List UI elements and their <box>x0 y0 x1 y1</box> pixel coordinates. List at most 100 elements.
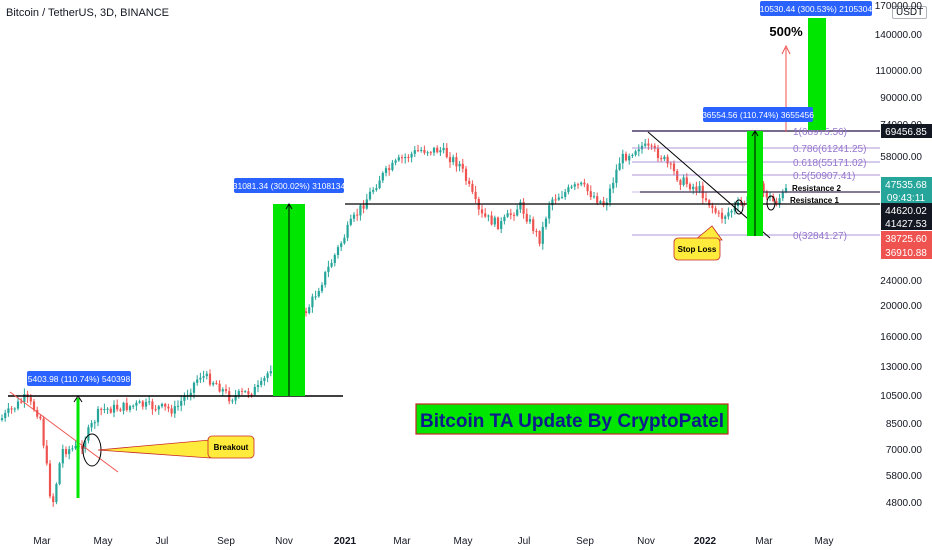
price-label-text: 36910.88 <box>885 248 927 259</box>
candle-body <box>256 384 260 387</box>
candle-body <box>455 157 458 167</box>
measure-rect-2020-arrowhead <box>285 203 293 210</box>
candle-body <box>532 219 535 232</box>
candle-body <box>135 402 138 406</box>
candle-body <box>692 186 695 190</box>
candle-body <box>144 401 148 407</box>
candle-body <box>535 231 538 233</box>
candle-body <box>346 224 349 238</box>
candle-body <box>650 145 653 147</box>
candle-body <box>714 208 717 213</box>
candle-body <box>512 214 516 216</box>
candle-body <box>189 392 192 396</box>
candle-body <box>240 390 244 392</box>
candle-body <box>116 404 119 410</box>
candle-body <box>324 272 327 285</box>
candle-body <box>320 284 324 292</box>
candle-body <box>58 463 61 485</box>
candle-body <box>20 401 23 403</box>
candle-body <box>602 201 605 206</box>
price-label-text: 69456.85 <box>885 127 927 138</box>
candle-body <box>423 149 426 153</box>
currency-badge[interactable]: USDT <box>892 6 928 19</box>
candle-body <box>631 154 634 156</box>
x-tick-label: May <box>815 536 834 547</box>
target-arrowhead <box>781 44 791 55</box>
candle-body <box>45 445 48 464</box>
candle-body <box>589 191 592 198</box>
candle-body <box>474 191 477 200</box>
fib-label: 0.618(55171.02) <box>793 158 866 169</box>
candle-body <box>352 214 356 219</box>
candle-body <box>490 215 493 225</box>
candle-body <box>148 401 151 403</box>
candle-body <box>32 401 36 410</box>
candle-body <box>471 183 474 192</box>
candle-body <box>519 201 522 210</box>
candle-body <box>522 201 525 214</box>
candle-body <box>612 182 615 189</box>
candle-body <box>16 401 20 409</box>
candle-body <box>388 168 391 171</box>
candle-body <box>647 143 650 146</box>
candle-body <box>541 226 544 244</box>
measure-rect-2022-arrowhead <box>751 130 759 137</box>
candle-body <box>90 423 93 428</box>
measure-info-box <box>703 107 813 122</box>
candle-body <box>672 163 676 172</box>
candle-body <box>599 201 602 203</box>
candle-body <box>327 266 330 273</box>
fib-label: 0(32841.27) <box>793 231 847 242</box>
candle-body <box>311 296 314 308</box>
candle-body <box>48 463 52 497</box>
candle-body <box>442 147 445 151</box>
x-tick-label: May <box>454 536 473 547</box>
candle-body <box>679 180 682 185</box>
candle-body <box>176 405 180 407</box>
candle-body <box>634 151 637 155</box>
candle-body <box>253 386 256 395</box>
candle-body <box>317 291 320 297</box>
banner-text: Bitcoin TA Update By CryptoPatel <box>420 411 724 432</box>
x-tick-label: Jul <box>518 536 531 547</box>
candle-body <box>500 221 503 229</box>
candle-body <box>487 215 490 217</box>
candle-body <box>269 371 272 374</box>
y-tick-label: 58000.00 <box>880 152 922 163</box>
fib-label: 0.5(50907.41) <box>793 171 855 182</box>
measure-info-box <box>234 178 344 193</box>
candle-body <box>224 389 228 392</box>
candle-body <box>416 150 420 152</box>
candle-body <box>468 180 471 184</box>
candle-body <box>215 382 218 384</box>
price-label-box <box>881 203 932 217</box>
candle-body <box>340 243 343 248</box>
candle-body <box>660 158 663 160</box>
price-label-box <box>881 190 932 204</box>
y-tick-label: 20000.00 <box>880 301 922 312</box>
candle-body <box>180 400 183 406</box>
candle-body <box>141 401 144 407</box>
candle-body <box>173 406 176 414</box>
candle-body <box>157 406 160 410</box>
candle-body <box>493 217 496 225</box>
candle-body <box>480 209 484 214</box>
candle-body <box>516 209 519 216</box>
candle-body <box>221 389 224 392</box>
candle-body <box>106 408 109 410</box>
candle-body <box>154 409 157 411</box>
candle-body <box>704 198 708 201</box>
measure-rect-target <box>808 18 826 130</box>
y-tick-label: 10500.00 <box>880 391 922 402</box>
candle-body <box>653 145 656 149</box>
candle-body <box>596 196 599 203</box>
candle-body <box>618 163 621 170</box>
candle-body <box>445 147 448 158</box>
y-tick-label: 8500.00 <box>886 419 923 430</box>
candle-body <box>557 197 560 200</box>
price-label-text: 47535.68 <box>885 180 927 191</box>
candle-body <box>336 247 340 256</box>
candle-body <box>669 163 672 165</box>
candle-body <box>503 216 506 222</box>
